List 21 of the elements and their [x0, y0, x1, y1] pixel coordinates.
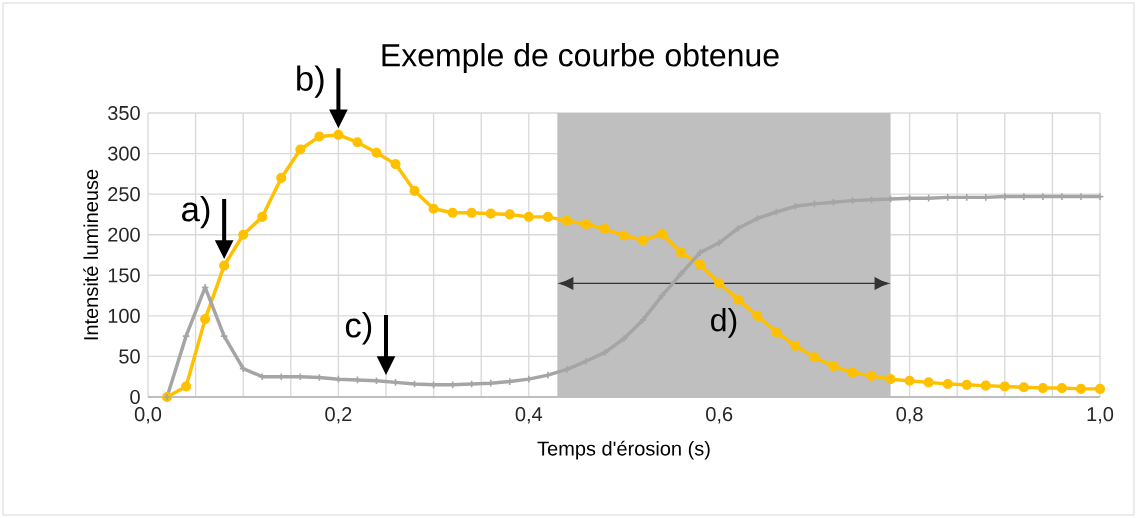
band-label: d): [711, 307, 737, 338]
y-tick-label: 150: [108, 268, 140, 283]
y-tick-label: 350: [108, 105, 140, 121]
y-tick-label: 200: [108, 227, 140, 242]
annotation: b): [297, 65, 324, 98]
y-tick-label: 300: [108, 146, 140, 161]
y-axis-title: Intensité lumineuse: [83, 169, 99, 340]
annotation: a): [182, 196, 210, 229]
y-tick-label: 250: [108, 187, 140, 202]
x-tick-label: 0,8: [896, 407, 923, 424]
y-tick-label: 0: [130, 389, 140, 405]
y-tick-label: 100: [108, 308, 140, 323]
x-axis-title: Temps d'érosion (s): [537, 440, 710, 460]
x-tick-label: 0,2: [325, 407, 352, 424]
x-tick-label: 1,0: [1087, 407, 1114, 424]
chart-title: Exemple de courbe obtenue: [382, 43, 779, 73]
y-tick-label: 50: [119, 349, 140, 364]
annotation: c): [345, 312, 372, 345]
x-tick-label: 0,0: [134, 407, 162, 424]
x-tick-label: 0,6: [706, 407, 733, 424]
x-tick-label: 0,4: [515, 407, 543, 424]
